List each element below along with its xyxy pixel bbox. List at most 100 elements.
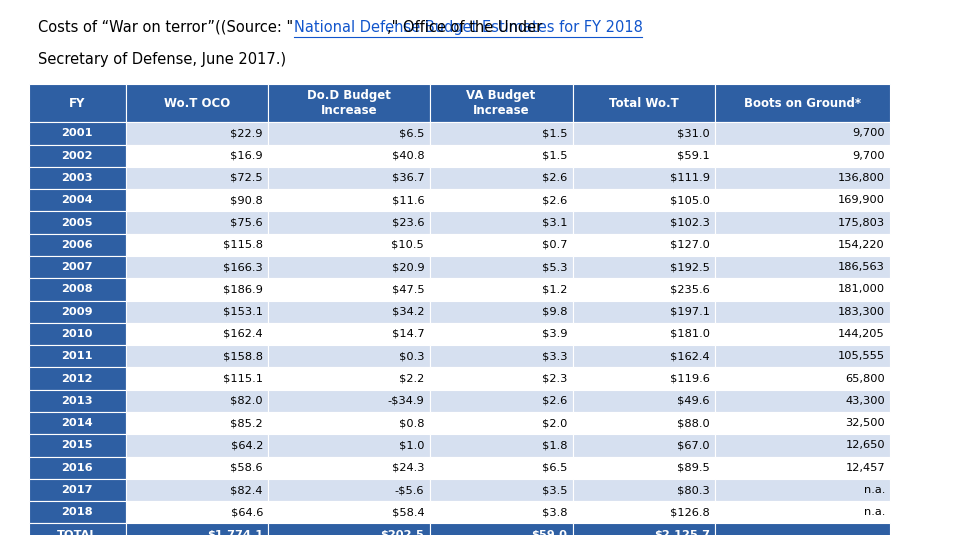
Text: $0.3: $0.3	[398, 352, 424, 361]
Bar	[430, 434, 572, 457]
Bar	[126, 434, 269, 457]
Text: 2004: 2004	[61, 195, 93, 205]
Text: $2.3: $2.3	[541, 374, 567, 383]
Bar	[126, 501, 269, 523]
Bar	[715, 501, 891, 523]
Text: 169,900: 169,900	[838, 195, 885, 205]
Text: TOTAL: TOTAL	[57, 530, 97, 539]
Text: $3.3: $3.3	[541, 352, 567, 361]
Text: $82.4: $82.4	[230, 485, 263, 495]
Text: $1.0: $1.0	[398, 441, 424, 450]
Bar	[269, 390, 430, 412]
Bar	[29, 323, 126, 345]
Bar	[715, 412, 891, 434]
Text: $1.2: $1.2	[541, 285, 567, 294]
Text: VA Budget
Increase: VA Budget Increase	[467, 89, 536, 117]
Bar	[29, 523, 126, 540]
Bar	[269, 523, 430, 540]
Bar	[715, 278, 891, 301]
Text: 175,803: 175,803	[838, 218, 885, 227]
Text: $85.2: $85.2	[230, 418, 263, 428]
Bar	[715, 323, 891, 345]
Text: n.a.: n.a.	[864, 507, 885, 517]
Text: $127.0: $127.0	[670, 240, 709, 250]
Bar	[572, 390, 715, 412]
Bar	[715, 367, 891, 390]
Text: $40.8: $40.8	[392, 151, 424, 160]
Text: 2007: 2007	[61, 262, 93, 272]
Text: $0.7: $0.7	[541, 240, 567, 250]
Text: $49.6: $49.6	[678, 396, 709, 406]
Bar	[269, 412, 430, 434]
Text: $162.4: $162.4	[670, 352, 709, 361]
Bar	[126, 412, 269, 434]
Bar	[430, 278, 572, 301]
Bar	[572, 479, 715, 501]
Bar	[430, 122, 572, 145]
Bar	[572, 323, 715, 345]
Text: $11.6: $11.6	[392, 195, 424, 205]
Text: 186,563: 186,563	[838, 262, 885, 272]
Text: $6.5: $6.5	[541, 463, 567, 472]
Bar	[126, 367, 269, 390]
Bar	[715, 234, 891, 256]
Bar	[430, 189, 572, 211]
Bar	[430, 390, 572, 412]
Bar	[715, 434, 891, 457]
Bar	[715, 345, 891, 367]
Text: 2010: 2010	[61, 329, 93, 339]
Bar	[126, 122, 269, 145]
Text: $153.1: $153.1	[223, 307, 263, 316]
Text: 2009: 2009	[61, 307, 93, 316]
Bar	[269, 323, 430, 345]
Text: 9,700: 9,700	[852, 129, 885, 138]
Bar	[715, 479, 891, 501]
Bar	[269, 367, 430, 390]
Text: $20.9: $20.9	[392, 262, 424, 272]
Bar	[572, 412, 715, 434]
Text: $80.3: $80.3	[677, 485, 709, 495]
Text: $0.8: $0.8	[398, 418, 424, 428]
Bar	[430, 479, 572, 501]
Text: $115.8: $115.8	[223, 240, 263, 250]
Bar	[126, 278, 269, 301]
Text: $75.6: $75.6	[230, 218, 263, 227]
Bar	[269, 211, 430, 234]
Bar	[572, 211, 715, 234]
Bar	[29, 434, 126, 457]
Text: $2.6: $2.6	[541, 173, 567, 183]
Text: $186.9: $186.9	[223, 285, 263, 294]
Bar	[126, 301, 269, 323]
Text: FY: FY	[69, 97, 85, 110]
Text: National Defense Budget Estimates for FY 2018: National Defense Budget Estimates for FY…	[294, 19, 642, 35]
Text: $3.1: $3.1	[541, 218, 567, 227]
Bar	[572, 256, 715, 278]
Bar	[572, 434, 715, 457]
Text: 2008: 2008	[61, 285, 93, 294]
Text: $235.6: $235.6	[670, 285, 709, 294]
Text: 2003: 2003	[61, 173, 93, 183]
Text: -$34.9: -$34.9	[388, 396, 424, 406]
Text: Boots on Ground*: Boots on Ground*	[744, 97, 861, 110]
Text: $3.8: $3.8	[541, 507, 567, 517]
Text: $192.5: $192.5	[670, 262, 709, 272]
Text: $1,774.1: $1,774.1	[206, 530, 263, 539]
Text: $82.0: $82.0	[230, 396, 263, 406]
Text: $67.0: $67.0	[677, 441, 709, 450]
Bar	[126, 479, 269, 501]
Text: ," Office of the Under: ," Office of the Under	[387, 19, 542, 35]
Text: $47.5: $47.5	[392, 285, 424, 294]
Text: $36.7: $36.7	[392, 173, 424, 183]
Text: $181.0: $181.0	[670, 329, 709, 339]
Bar	[715, 167, 891, 189]
Bar	[126, 84, 269, 122]
Text: $1.5: $1.5	[541, 151, 567, 160]
Bar	[29, 189, 126, 211]
Text: $5.3: $5.3	[541, 262, 567, 272]
Text: 2001: 2001	[61, 129, 93, 138]
Text: 2011: 2011	[61, 352, 93, 361]
Bar	[715, 256, 891, 278]
Text: 105,555: 105,555	[838, 352, 885, 361]
Bar	[715, 457, 891, 479]
Bar	[269, 501, 430, 523]
